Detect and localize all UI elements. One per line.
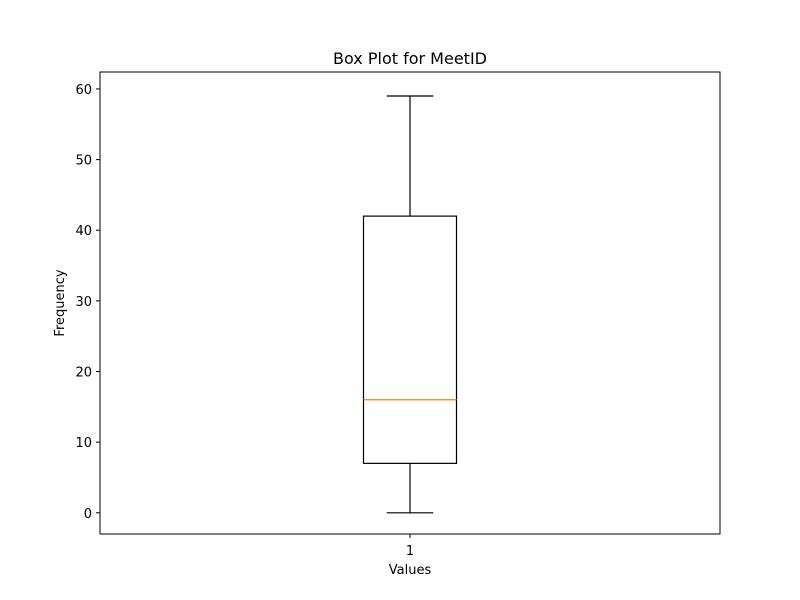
x-tick-label: 1 (406, 544, 414, 559)
iqr-box (362, 215, 458, 464)
x-axis: 1 (406, 534, 414, 559)
y-axis: 0 10 20 30 40 50 60 (75, 83, 100, 522)
y-tick-label: 60 (75, 83, 92, 98)
y-axis-label: Frequency (53, 269, 68, 336)
y-tick-label: 30 (75, 295, 92, 310)
y-tick-label: 10 (75, 436, 92, 451)
chart-title: Box Plot for MeetID (333, 49, 487, 68)
y-tick-label: 50 (75, 154, 92, 169)
y-tick-label: 40 (75, 224, 92, 239)
boxes-group (362, 95, 458, 514)
y-tick-label: 0 (84, 507, 92, 522)
x-axis-label: Values (389, 563, 432, 578)
y-tick-label: 20 (75, 366, 92, 381)
